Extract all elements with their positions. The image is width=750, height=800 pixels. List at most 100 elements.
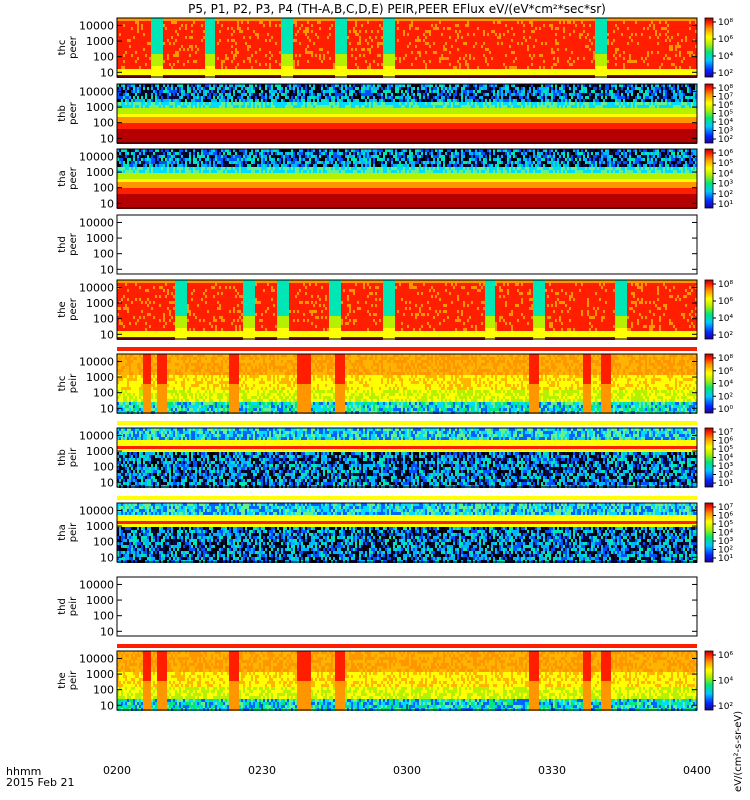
panel-species-label: peir <box>68 522 79 542</box>
y-tick-label: 1000 <box>86 520 114 533</box>
colorbar-tick-label: 10⁶ <box>718 149 733 159</box>
y-tick-label: 1000 <box>86 371 114 384</box>
y-tick-label: 10000 <box>79 429 114 442</box>
panel-species-label: peer <box>68 166 79 190</box>
y-tick-label: 1000 <box>86 232 114 245</box>
y-tick-label: 10 <box>100 699 114 712</box>
y-tick-label: 1000 <box>86 101 114 114</box>
spectrogram-tha-peir <box>117 503 697 563</box>
panel-probe-label: thd <box>57 598 68 615</box>
y-tick-label: 100 <box>93 248 114 261</box>
y-tick-label: 100 <box>93 117 114 130</box>
x-tick-label: 0200 <box>103 764 131 777</box>
x-tick-label: 0230 <box>248 764 276 777</box>
y-tick-label: 10000 <box>79 652 114 665</box>
y-tick-label: 10 <box>100 476 114 489</box>
colorbar-tick-label: 10² <box>718 392 733 402</box>
colorbar-tick-label: 10⁶ <box>718 35 733 45</box>
y-tick-label: 10000 <box>79 355 114 368</box>
colorbar-tick-label: 10⁵ <box>718 159 733 169</box>
spectrogram-the-peir <box>117 651 697 711</box>
y-tick-label: 10000 <box>79 216 114 229</box>
panel-probe-label: the <box>57 301 68 317</box>
colorbar-tick-label: 10² <box>718 190 733 200</box>
y-tick-label: 10000 <box>79 85 114 98</box>
colorbar <box>705 428 713 487</box>
colorbar-tick-label: 10¹ <box>718 200 733 210</box>
colorbar-tick-label: 10⁸ <box>718 280 733 290</box>
y-tick-label: 1000 <box>86 594 114 607</box>
date-label: 2015 Feb 21 <box>6 776 74 789</box>
colorbar-tick-label: 10² <box>718 69 733 79</box>
colorbar-tick-label: 10² <box>718 702 733 712</box>
colorbar <box>705 18 713 77</box>
panels-group: 10 100 1000 10000 thc peer 10⁸ 10⁶ 10⁴ 10² 10 100 10… <box>57 18 733 712</box>
top-strip <box>117 421 697 425</box>
y-tick-label: 1000 <box>86 166 114 179</box>
y-tick-label: 10 <box>100 625 114 638</box>
colorbar-tick-label: 10⁰ <box>718 405 733 415</box>
figure-title: P5, P1, P2, P3, P4 (TH-A,B,C,D,E) PEIR,P… <box>188 2 606 16</box>
colorbar <box>705 84 713 143</box>
y-tick-label: 100 <box>93 387 114 400</box>
y-tick-label: 100 <box>93 182 114 195</box>
y-tick-label: 10 <box>100 328 114 341</box>
colorbar-tick-label: 10³ <box>718 180 733 190</box>
colorbar <box>705 280 713 339</box>
spectrogram-tha-peer <box>117 149 697 209</box>
colorbar-tick-label: 10⁴ <box>718 677 733 687</box>
colorbar-tick-label: 10⁴ <box>718 169 733 179</box>
spectrogram-thc-peer <box>117 18 697 78</box>
panel-frame <box>117 215 697 274</box>
panel-species-label: peer <box>68 101 79 125</box>
spectrogram-the-peer <box>117 280 697 340</box>
top-strip <box>117 644 697 648</box>
panel-probe-label: thb <box>57 105 68 122</box>
y-tick-label: 10 <box>100 66 114 79</box>
top-strip <box>117 347 697 351</box>
panel-species-label: peer <box>68 232 79 256</box>
top-strip <box>117 496 697 500</box>
x-tick-label: 0330 <box>538 764 566 777</box>
y-tick-label: 1000 <box>86 35 114 48</box>
y-tick-label: 100 <box>93 684 114 697</box>
y-tick-label: 100 <box>93 313 114 326</box>
y-tick-label: 1000 <box>86 297 114 310</box>
colorbar-tick-label: 10⁶ <box>718 297 733 307</box>
panel-probe-label: thc <box>57 376 68 392</box>
y-tick-label: 10 <box>100 551 114 564</box>
colorbar <box>705 503 713 562</box>
panel-probe-label: thb <box>57 449 68 466</box>
y-tick-label: 10000 <box>79 504 114 517</box>
colorbar <box>705 354 713 413</box>
x-axis-ticks: 0200 0230 0300 0330 0400 <box>103 704 711 777</box>
x-tick-label: 0400 <box>683 764 711 777</box>
y-tick-label: 100 <box>93 461 114 474</box>
panel-species-label: peir <box>68 670 79 690</box>
panel-species-label: peer <box>68 297 79 321</box>
colorbar-tick-label: 10¹ <box>718 479 733 489</box>
colorbar-tick-label: 10⁴ <box>718 52 733 62</box>
panel-probe-label: thc <box>57 40 68 56</box>
colorbar-tick-label: 10⁴ <box>718 314 733 324</box>
colorbar-tick-label: 10¹ <box>718 554 733 564</box>
y-tick-label: 100 <box>93 610 114 623</box>
panel-species-label: peir <box>68 447 79 467</box>
colorbar-tick-label: 10² <box>718 331 733 341</box>
panel-frame <box>117 577 697 636</box>
y-tick-label: 10 <box>100 197 114 210</box>
colorbar-tick-label: 10⁴ <box>718 380 733 390</box>
colorbar <box>705 149 713 208</box>
colorbar-tick-label: 10² <box>718 135 733 145</box>
x-tick-label: 0300 <box>393 764 421 777</box>
y-tick-label: 100 <box>93 536 114 549</box>
